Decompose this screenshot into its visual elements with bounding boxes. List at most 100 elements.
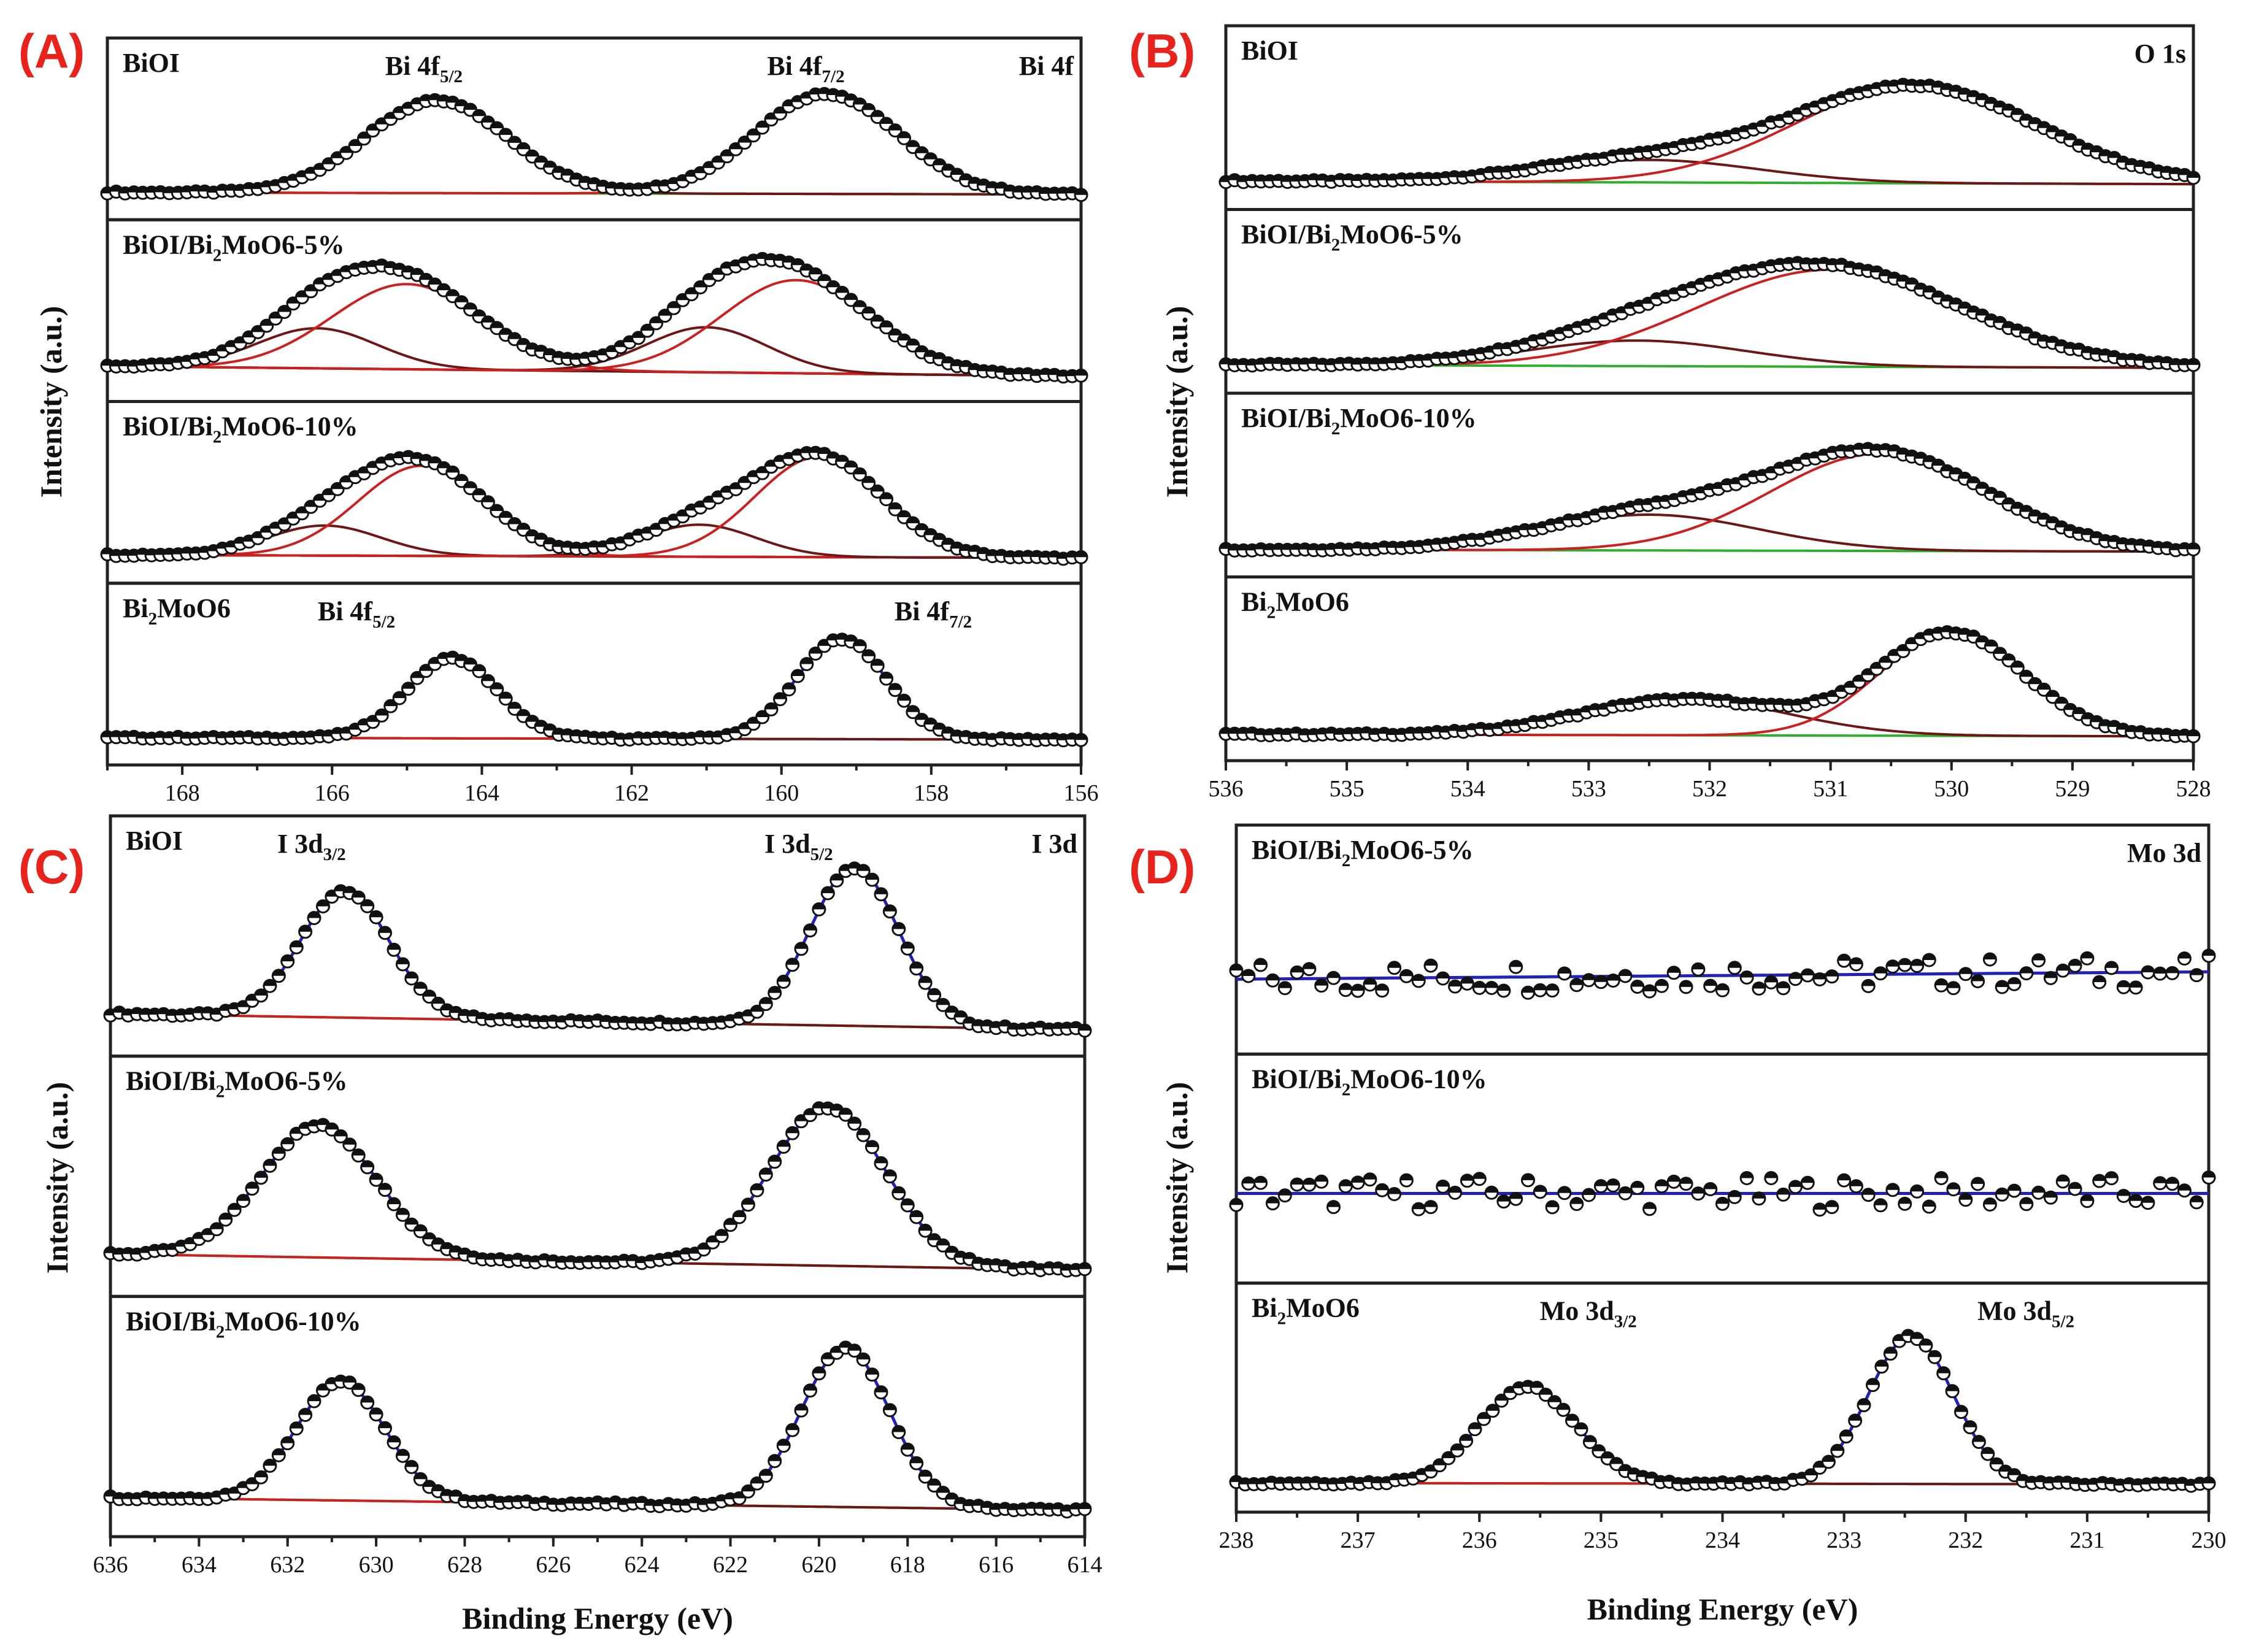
data-point: [2177, 951, 2192, 966]
data-point: [1800, 968, 1815, 983]
peak-label-subscript: 5/2: [372, 612, 395, 632]
data-point: [1866, 1378, 1880, 1393]
data-point: [852, 639, 867, 653]
data-point: [1752, 982, 1766, 996]
data-point: [936, 1238, 950, 1253]
data-point: [1946, 1182, 1961, 1197]
x-tick-label: 166: [315, 780, 350, 806]
data-point: [1720, 478, 1734, 493]
data-point: [1545, 983, 1560, 998]
x-tick-label: 622: [713, 1552, 748, 1578]
data-point: [413, 1472, 428, 1486]
data-point: [1812, 1202, 1827, 1217]
data-point: [1241, 969, 1256, 983]
data-point: [236, 1194, 250, 1208]
data-point: [1654, 1179, 1669, 1194]
panel-d-mo-3d: (D) Mo 3dBiOI/Bi2MoO6-5%BiOI/Bi2MoO6-10%…: [1129, 823, 2227, 1626]
peak-label-base: Bi 4f: [385, 51, 441, 81]
data-point: [1484, 981, 1499, 995]
spectrum-stack-0: BiOI: [1218, 24, 2201, 211]
sample-label-base: BiOI/Bi: [126, 1066, 216, 1096]
data-point: [790, 669, 805, 683]
data-point: [1666, 966, 1681, 980]
data-point: [1326, 1200, 1341, 1215]
data-point: [2019, 966, 2034, 981]
data-point: [271, 1448, 286, 1462]
data-point: [1995, 980, 2009, 994]
data-point: [369, 1172, 383, 1187]
x-tick-label: 618: [890, 1552, 925, 1578]
peak-label-subscript: 5/2: [2052, 1312, 2074, 1332]
data-point: [1253, 958, 1268, 972]
spectrum-stack-3: Bi2MoO6 Bi 4f5/2 Bi 4f 7/2: [100, 582, 1088, 767]
data-point: [914, 523, 929, 537]
data-point: [1557, 1186, 1572, 1201]
data-point: [298, 1408, 313, 1422]
x-tick-label: 236: [1462, 1527, 1497, 1553]
data-point: [1423, 1200, 1438, 1215]
data-point: [1472, 1172, 1487, 1186]
data-point: [1848, 1413, 1863, 1428]
data-point: [1910, 1184, 1924, 1199]
data-point: [1496, 983, 1511, 998]
data-point: [2080, 951, 2095, 966]
data-point: [782, 682, 796, 697]
data-point: [918, 975, 933, 990]
spectrum-stack-2: BiOI/Bi2MoO6-10%: [103, 1294, 1092, 1539]
data-point: [1569, 978, 1584, 993]
data-point: [676, 509, 690, 524]
data-point: [1679, 980, 1693, 994]
peak-label-base: Mo 3d: [1977, 1296, 2052, 1326]
data-point: [1494, 1393, 1509, 1408]
sample-label-rest: MoO6-10%: [1350, 1064, 1487, 1094]
data-point: [1229, 1197, 1244, 1212]
peak-label: Bi 4f5/2: [318, 596, 395, 632]
peak-label: I 3d5/2: [764, 829, 833, 864]
data-point: [906, 516, 920, 531]
data-point: [1776, 981, 1791, 996]
data-point: [351, 1383, 366, 1397]
data-point: [830, 873, 844, 888]
data-point: [1411, 1202, 1426, 1216]
data-point: [404, 971, 419, 986]
x-tick-label: 158: [914, 780, 949, 806]
data-point: [1642, 1202, 1657, 1216]
peak-label-subscript: 7/2: [949, 612, 972, 632]
data-point: [1982, 1197, 1997, 1212]
data-point: [1302, 1177, 1317, 1192]
data-point: [900, 1198, 915, 1213]
data-point: [1703, 978, 1718, 993]
data-point: [2104, 961, 2119, 975]
panel-b-o-1s: (B) O 1sBiOIBiOI/Bi2MoO6-5%BiOI/Bi2MoO6-…: [1129, 24, 2211, 802]
sample-label-base: Bi: [1252, 1293, 1277, 1323]
data-point: [1436, 971, 1450, 986]
peak-label: Bi 4f5/2: [385, 51, 463, 86]
sample-label-subscript: 2: [213, 245, 222, 265]
sample-label: Bi2MoO6: [123, 593, 231, 629]
data-point: [2031, 1185, 2046, 1200]
data-point: [1077, 1502, 1092, 1516]
sample-label: BiOI: [123, 48, 180, 78]
data-point: [2007, 977, 2022, 991]
data-point: [1521, 985, 1535, 1000]
spectrum-stack-2: BiOI/Bi2MoO6-10%: [100, 400, 1088, 585]
data-point: [1971, 974, 1985, 988]
data-point: [227, 1202, 242, 1217]
data-point: [1556, 1402, 1571, 1417]
data-point: [2010, 660, 2025, 675]
data-point: [1739, 1171, 1754, 1185]
data-point: [360, 899, 375, 913]
data-point: [1883, 1347, 1898, 1361]
data-point: [298, 924, 313, 939]
peak-label-subscript: 3/2: [1614, 1312, 1637, 1332]
data-point: [2068, 1181, 2082, 1196]
sample-label-base: BiOI: [123, 48, 180, 78]
data-point: [2043, 1190, 2058, 1205]
data-point: [1521, 1173, 1535, 1188]
peak-label-base: Bi 4f: [318, 596, 374, 626]
data-point: [897, 131, 911, 145]
sample-label-base: BiOI/Bi: [1252, 835, 1342, 865]
data-point: [1934, 1171, 1949, 1185]
x-tick-label: 531: [1813, 776, 1848, 802]
data-point: [369, 910, 383, 924]
